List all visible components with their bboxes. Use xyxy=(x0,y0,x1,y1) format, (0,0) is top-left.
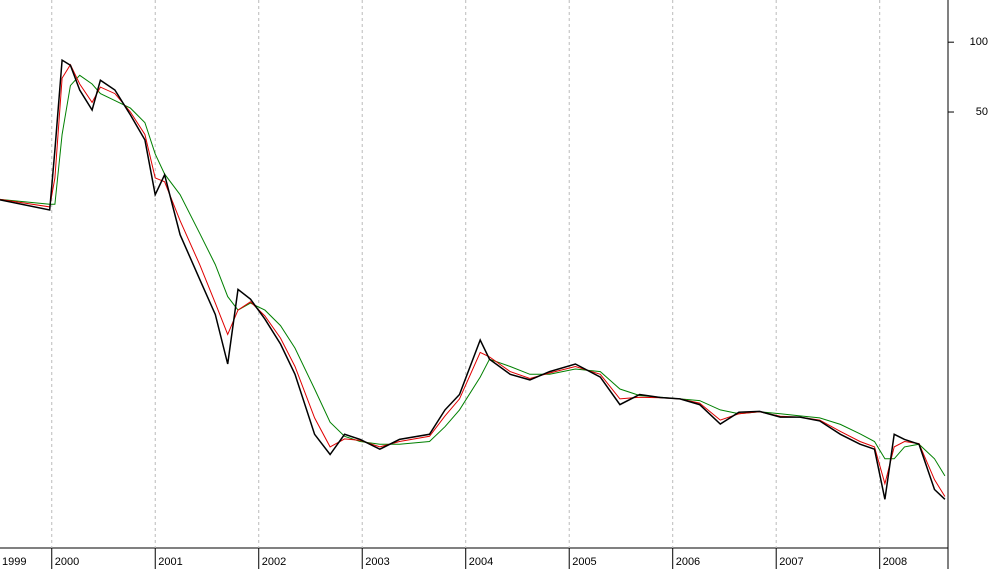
x-tick-label: 2004 xyxy=(469,556,493,568)
price-line xyxy=(0,58,946,500)
y-tick-label: 100 xyxy=(970,36,988,48)
x-tick-label: 2000 xyxy=(55,556,79,568)
x-tick-label: 2002 xyxy=(262,556,286,568)
x-tick-label: 1999 xyxy=(2,556,26,568)
y-tick-label: 50 xyxy=(976,106,988,118)
x-tick-label: 2005 xyxy=(572,556,596,568)
x-tick-label: 2003 xyxy=(365,556,389,568)
x-tick-label: 2006 xyxy=(676,556,700,568)
x-tick-label: 2001 xyxy=(158,556,182,568)
x-tick-label: 2008 xyxy=(883,556,907,568)
x-tick-label: 2007 xyxy=(779,556,803,568)
price-line xyxy=(0,74,946,477)
